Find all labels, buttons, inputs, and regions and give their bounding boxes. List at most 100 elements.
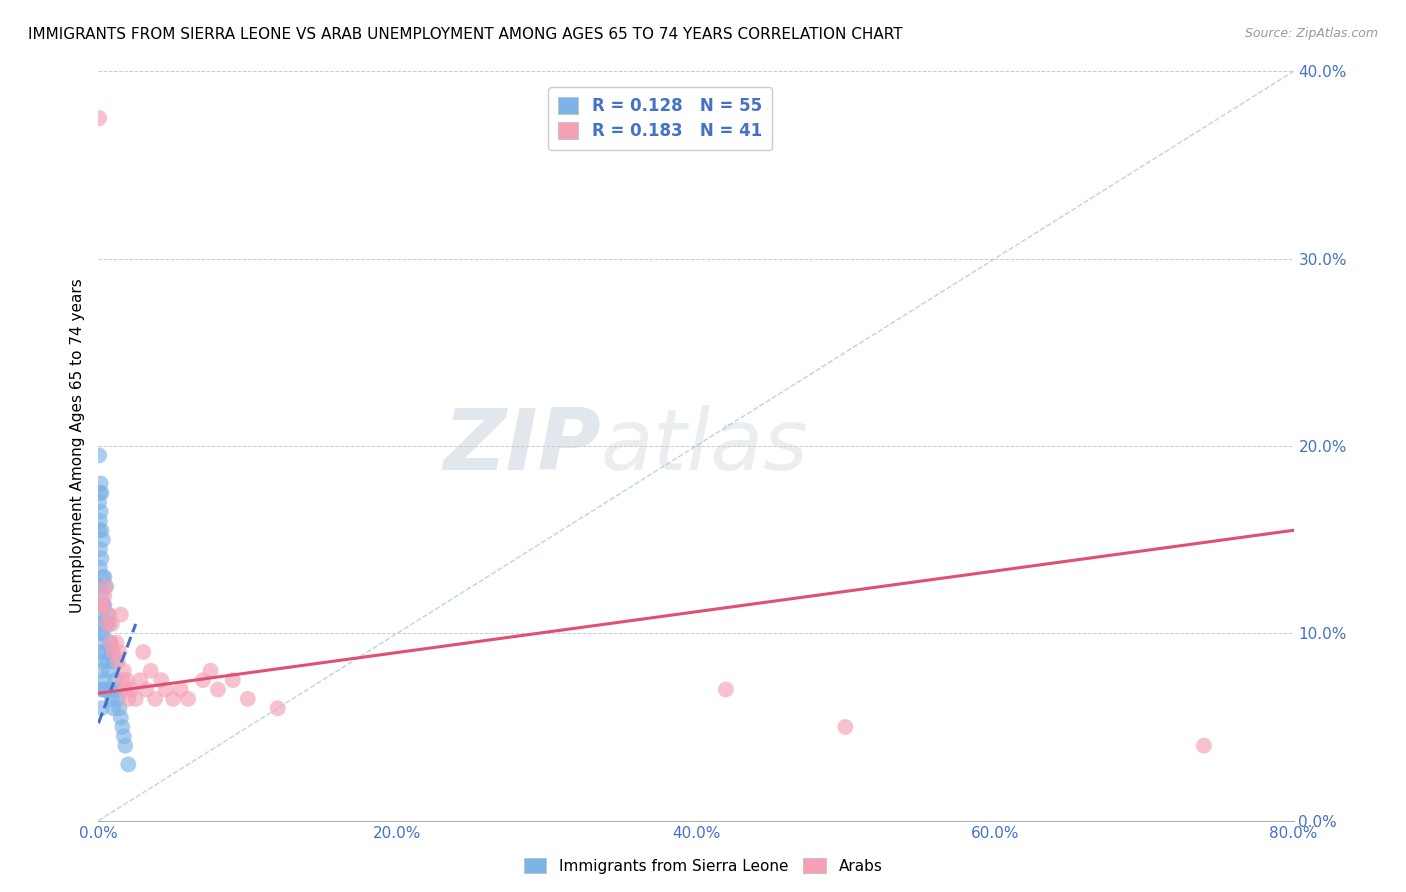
- Point: [98, 682, 122, 697]
- Point: [104, 673, 127, 688]
- Point: [97, 664, 120, 678]
- Point: [90, 607, 112, 622]
- Point: [91, 599, 114, 613]
- Point: [110, 710, 132, 724]
- Point: [103, 645, 125, 659]
- Point: [108, 701, 131, 715]
- Point: [89, 449, 111, 463]
- Point: [90, 589, 112, 603]
- Point: [101, 645, 124, 659]
- Point: [91, 599, 114, 613]
- Point: [139, 664, 162, 678]
- Point: [89, 542, 111, 557]
- Point: [97, 607, 120, 622]
- Point: [89, 524, 111, 538]
- Point: [103, 655, 125, 669]
- Point: [111, 673, 134, 688]
- Point: [97, 617, 120, 632]
- Point: [93, 673, 115, 688]
- Point: [90, 599, 112, 613]
- Point: [94, 580, 117, 594]
- Point: [96, 607, 118, 622]
- Point: [89, 495, 111, 509]
- Point: [89, 486, 111, 500]
- Point: [90, 476, 112, 491]
- Point: [222, 673, 245, 688]
- Text: Source: ZipAtlas.com: Source: ZipAtlas.com: [1244, 27, 1378, 40]
- Point: [125, 692, 148, 706]
- Point: [90, 664, 112, 678]
- Point: [105, 635, 128, 649]
- Text: ZIP: ZIP: [443, 404, 600, 488]
- Point: [105, 682, 128, 697]
- Point: [93, 589, 115, 603]
- Point: [155, 682, 177, 697]
- Point: [117, 757, 139, 772]
- Point: [89, 112, 111, 126]
- Point: [91, 570, 114, 584]
- Point: [89, 514, 111, 528]
- Text: IMMIGRANTS FROM SIERRA LEONE VS ARAB UNEMPLOYMENT AMONG AGES 65 TO 74 YEARS CORR: IMMIGRANTS FROM SIERRA LEONE VS ARAB UNE…: [28, 27, 903, 42]
- Point: [117, 692, 139, 706]
- Point: [120, 682, 142, 697]
- Point: [200, 664, 222, 678]
- Legend: Immigrants from Sierra Leone, Arabs: Immigrants from Sierra Leone, Arabs: [517, 852, 889, 880]
- Point: [177, 692, 200, 706]
- Point: [90, 682, 112, 697]
- Point: [90, 505, 112, 519]
- Point: [834, 720, 856, 734]
- Point: [115, 673, 138, 688]
- Point: [191, 673, 214, 688]
- Point: [89, 580, 111, 594]
- Point: [93, 570, 115, 584]
- Point: [90, 599, 112, 613]
- Point: [98, 635, 122, 649]
- Point: [90, 524, 112, 538]
- Point: [143, 692, 166, 706]
- Point: [90, 626, 112, 640]
- Point: [96, 617, 118, 632]
- Point: [132, 645, 155, 659]
- Point: [169, 682, 191, 697]
- Point: [112, 730, 135, 744]
- Point: [93, 635, 115, 649]
- Point: [94, 617, 117, 632]
- Point: [89, 599, 111, 613]
- Point: [135, 682, 157, 697]
- Point: [101, 617, 124, 632]
- Point: [91, 682, 114, 697]
- Y-axis label: Unemployment Among Ages 65 to 74 years: Unemployment Among Ages 65 to 74 years: [69, 278, 84, 614]
- Point: [103, 701, 125, 715]
- Point: [94, 645, 117, 659]
- Point: [91, 655, 114, 669]
- Point: [90, 701, 112, 715]
- Point: [107, 692, 129, 706]
- Point: [114, 682, 136, 697]
- Point: [90, 617, 112, 632]
- Point: [129, 673, 152, 688]
- Point: [89, 561, 111, 575]
- Point: [93, 599, 115, 613]
- Point: [1192, 739, 1215, 753]
- Point: [107, 655, 129, 669]
- Point: [101, 692, 124, 706]
- Point: [91, 533, 114, 547]
- Point: [90, 645, 112, 659]
- Point: [94, 580, 117, 594]
- Point: [207, 682, 229, 697]
- Point: [162, 692, 184, 706]
- Point: [112, 664, 135, 678]
- Point: [96, 655, 118, 669]
- Point: [111, 720, 134, 734]
- Point: [150, 673, 173, 688]
- Point: [90, 551, 112, 566]
- Point: [114, 739, 136, 753]
- Point: [236, 692, 259, 706]
- Point: [98, 635, 122, 649]
- Point: [714, 682, 737, 697]
- Point: [110, 607, 132, 622]
- Text: atlas: atlas: [600, 404, 808, 488]
- Point: [90, 486, 112, 500]
- Point: [94, 682, 117, 697]
- Point: [267, 701, 290, 715]
